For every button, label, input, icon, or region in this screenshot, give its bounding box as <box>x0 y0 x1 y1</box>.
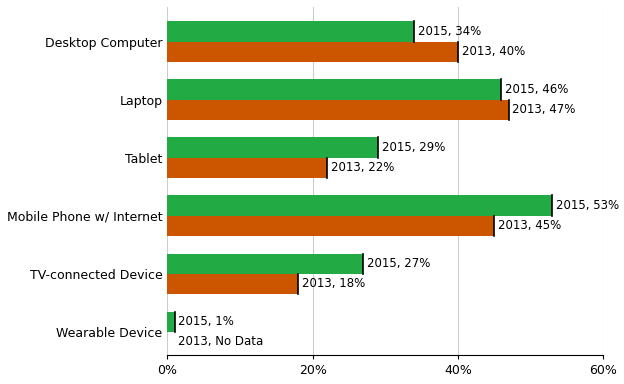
Text: 2015, 53%: 2015, 53% <box>556 199 619 212</box>
Text: 2015, 46%: 2015, 46% <box>505 83 568 96</box>
Text: 2013, 22%: 2013, 22% <box>331 161 394 174</box>
Text: 2015, 27%: 2015, 27% <box>367 257 431 270</box>
Bar <box>167 42 458 62</box>
Bar <box>167 195 552 216</box>
Text: 2015, 34%: 2015, 34% <box>418 25 481 38</box>
Bar <box>167 216 494 236</box>
Bar <box>167 100 509 120</box>
Text: 2013, 18%: 2013, 18% <box>302 278 365 290</box>
Bar <box>167 79 502 100</box>
Text: 2013, 40%: 2013, 40% <box>462 45 525 58</box>
Bar <box>167 311 175 332</box>
Text: 2013, 45%: 2013, 45% <box>498 219 561 232</box>
Bar <box>167 158 327 178</box>
Text: 2013, No Data: 2013, No Data <box>178 336 263 348</box>
Bar <box>167 22 414 42</box>
Text: 2015, 1%: 2015, 1% <box>178 315 234 328</box>
Text: 2013, 47%: 2013, 47% <box>512 103 576 116</box>
Bar <box>167 253 364 274</box>
Text: 2015, 29%: 2015, 29% <box>382 141 445 154</box>
Bar <box>167 274 298 294</box>
Bar <box>167 137 378 158</box>
